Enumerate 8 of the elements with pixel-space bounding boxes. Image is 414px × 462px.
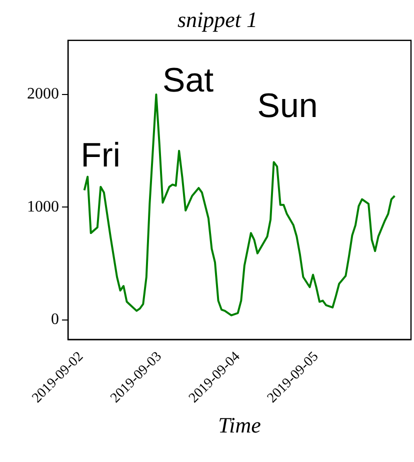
y-tick-label: 0 [51,311,59,328]
annotation: Sun [257,87,318,126]
x-axis-title: Time [218,412,262,438]
y-tick-label: 1000 [27,198,59,216]
y-tick-label: 2000 [27,86,59,103]
annotation: Fri [80,136,120,174]
chart-title: snippet 1 [177,6,258,32]
annotation: Sat [162,62,214,100]
